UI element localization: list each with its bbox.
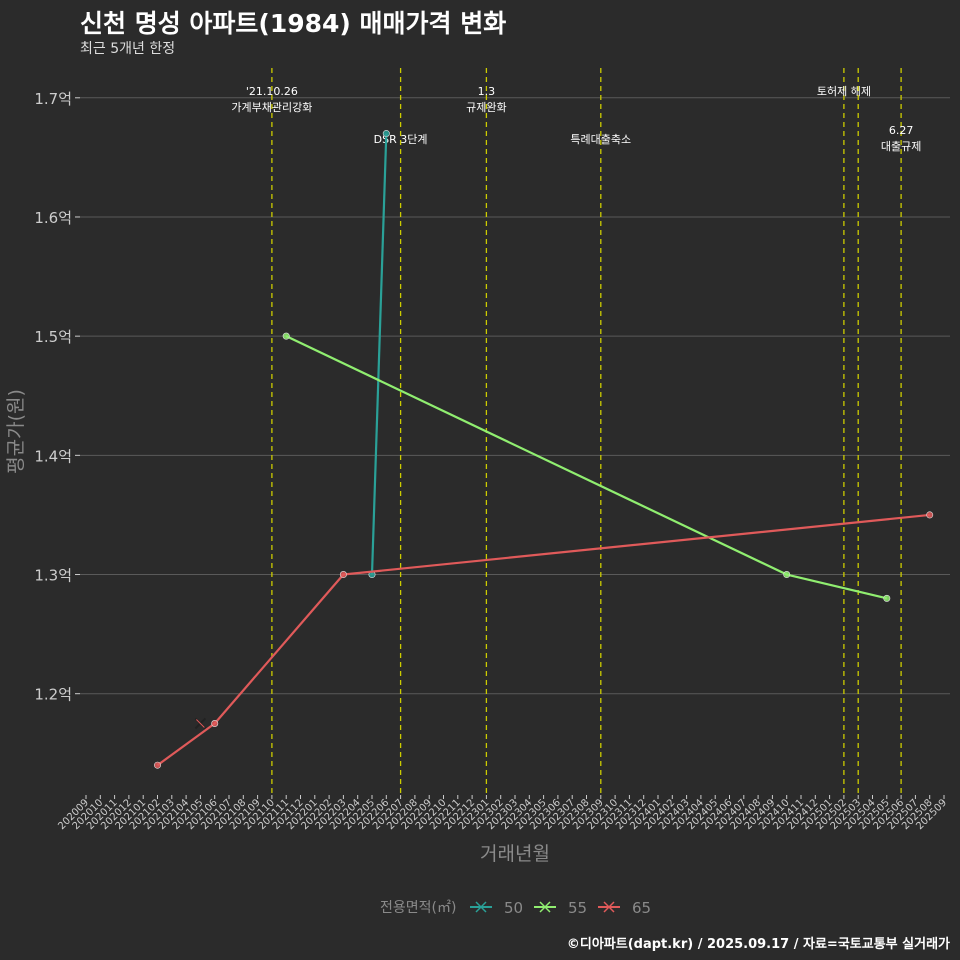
chart-subtitle: 최근 5개년 한정 [80,41,176,57]
legend-label: 50 [504,899,523,917]
data-point-65 [211,719,219,727]
data-point-55 [282,332,290,340]
y-axis-title: 평균가(원) [5,389,27,474]
event-label: 6.27 [889,124,914,137]
legend-title: 전용면적(㎡) [380,900,456,916]
event-label: 1.3 [478,85,496,98]
event-label: '21.10.26 [246,85,298,98]
grid-lines [80,97,950,695]
data-series [154,130,934,769]
y-tick-label: 1.2억 [34,686,72,704]
source-caption: ©디아파트(dapt.kr) / 2025.09.17 / 자료=국토교통부 실… [566,937,950,952]
axes: 1.2억1.3억1.4억1.5억1.6억1.7억2020092020102020… [5,90,949,865]
series-line-65 [156,513,930,767]
data-point-65 [926,511,934,519]
event-label: 특례대출축소 [570,133,631,146]
y-tick-label: 1.3억 [34,567,72,585]
legend-item-55: 55 [534,899,587,917]
event-label: 토허제 해제 [817,84,871,98]
chart-title: 신천 명성 아파트(1984) 매매가격 변화 [80,9,507,38]
x-axis-title: 거래년월 [480,843,550,865]
data-point-55 [883,594,891,602]
legend-label: 55 [568,899,587,917]
legend: 전용면적(㎡) 50 55 65 [380,899,651,917]
cross-stroke [196,719,205,728]
event-label: DSR 3단계 [374,133,428,146]
y-tick-label: 1.4억 [34,447,72,465]
y-tick-label: 1.6억 [34,209,72,227]
data-point-65 [154,761,162,769]
y-tick-label: 1.7억 [34,90,72,108]
cross-marker-65 [194,717,207,730]
legend-item-65: 65 [598,899,651,917]
data-point-55 [783,571,791,579]
data-point-65 [339,571,347,579]
legend-item-50: 50 [470,899,523,917]
y-tick-label: 1.5억 [34,328,72,346]
legend-label: 65 [632,899,651,917]
legend-swatch-cross [603,901,615,913]
event-label: 규제완화 [466,101,506,114]
event-label: 대출규제 [881,140,921,153]
legend-swatch-cross [475,901,487,913]
legend-swatch-cross [539,901,551,913]
event-label: 가계부채관리강화 [231,101,312,114]
series-line-50 [370,133,388,575]
data-point-50 [382,130,390,138]
